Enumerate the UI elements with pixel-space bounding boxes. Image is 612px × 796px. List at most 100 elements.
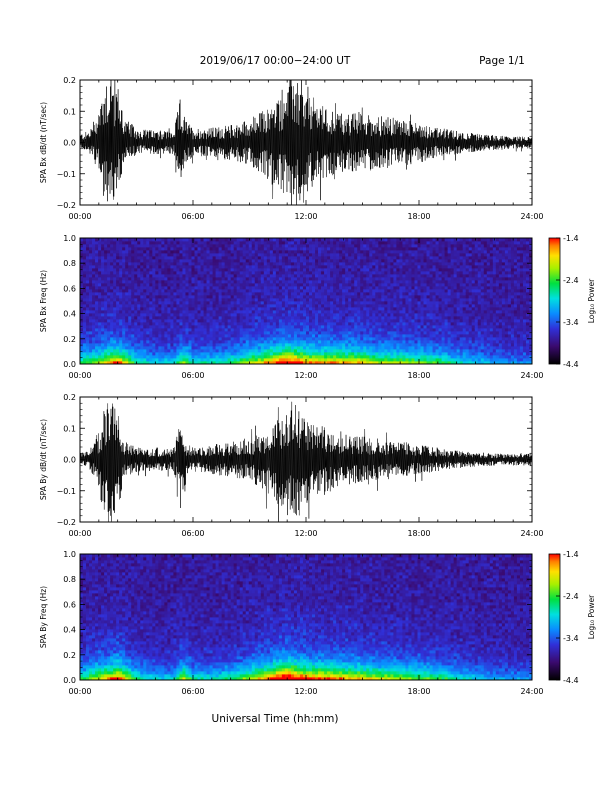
spectrogram-cell xyxy=(378,244,381,247)
spectrogram-cell xyxy=(207,265,210,268)
spectrogram-cell xyxy=(297,271,300,274)
spectrogram-cell xyxy=(228,241,231,244)
spectrogram-cell xyxy=(399,286,402,289)
spectrogram-cell xyxy=(261,256,264,259)
spectrogram-cell xyxy=(351,352,354,355)
spectrogram-cell xyxy=(372,262,375,265)
spectrogram-cell xyxy=(252,310,255,313)
spectrogram-cell xyxy=(137,262,140,265)
spectrogram-cell xyxy=(179,271,182,274)
spectrogram-cell xyxy=(140,289,143,292)
spectrogram-cell xyxy=(252,325,255,328)
spectrogram-cell xyxy=(149,310,152,313)
spectrogram-cell xyxy=(327,286,330,289)
spectrogram-cell xyxy=(210,328,213,331)
spectrogram-cell xyxy=(182,334,185,337)
spectrogram-cell xyxy=(110,337,113,340)
spectrogram-cell xyxy=(300,238,303,241)
spectrogram-cell xyxy=(255,319,258,322)
spectrogram-cell xyxy=(249,262,252,265)
spectrogram-cell xyxy=(378,283,381,286)
spectrogram-cell xyxy=(107,301,110,304)
spectrogram-cell xyxy=(237,268,240,271)
spectrogram-cell xyxy=(252,322,255,325)
spectrogram-cell xyxy=(152,343,155,346)
spectrogram-cell xyxy=(134,274,137,277)
spectrogram-cell xyxy=(80,238,83,241)
spectrogram-cell xyxy=(424,256,427,259)
spectrogram-cell xyxy=(161,253,164,256)
spectrogram-cell xyxy=(424,244,427,247)
spectrogram-cell xyxy=(381,268,384,271)
spectrogram-cell xyxy=(119,289,122,292)
spectrogram-cell xyxy=(119,271,122,274)
spectrogram-cell xyxy=(333,259,336,262)
spectrogram-cell xyxy=(249,244,252,247)
spectrogram-cell xyxy=(204,241,207,244)
spectrogram-cell xyxy=(140,298,143,301)
spectrogram-cell xyxy=(234,358,237,361)
spectrogram-cell xyxy=(427,343,430,346)
spectrogram-cell xyxy=(110,259,113,262)
spectrogram-cell xyxy=(222,346,225,349)
spectrogram-cell xyxy=(210,319,213,322)
spectrogram-cell xyxy=(113,268,116,271)
spectrogram-cell xyxy=(402,328,405,331)
spectrogram-cell xyxy=(348,274,351,277)
spectrogram-cell xyxy=(357,241,360,244)
spectrogram-cell xyxy=(170,253,173,256)
spectrogram-cell xyxy=(101,331,104,334)
spectrogram-cell xyxy=(164,328,167,331)
spectrogram-cell xyxy=(375,355,378,358)
spectrogram-cell xyxy=(357,265,360,268)
spectrogram-cell xyxy=(363,271,366,274)
spectrogram-cell xyxy=(324,262,327,265)
spectrogram-cell xyxy=(222,283,225,286)
spectrogram-cell xyxy=(104,292,107,295)
spectrogram-cell xyxy=(291,265,294,268)
spectrogram-cell xyxy=(113,355,116,358)
spectrogram-cell xyxy=(354,283,357,286)
spectrogram-cell xyxy=(216,253,219,256)
spectrogram-cell xyxy=(408,259,411,262)
spectrogram-cell xyxy=(324,343,327,346)
spectrogram-cell xyxy=(387,250,390,253)
spectrogram-cell xyxy=(372,316,375,319)
spectrogram-cell xyxy=(195,319,198,322)
spectrogram-cell xyxy=(336,325,339,328)
spectrogram-cell xyxy=(185,322,188,325)
spectrogram-cell xyxy=(191,247,194,250)
spectrogram-cell xyxy=(216,274,219,277)
spectrogram-cell xyxy=(92,340,95,343)
spectrogram-cell xyxy=(285,256,288,259)
spectrogram-cell xyxy=(219,328,222,331)
spectrogram-cell xyxy=(125,316,128,319)
spectrogram-cell xyxy=(113,319,116,322)
spectrogram-cell xyxy=(306,250,309,253)
spectrogram-cell xyxy=(125,307,128,310)
spectrogram-cell xyxy=(282,307,285,310)
spectrogram-cell xyxy=(333,322,336,325)
spectrogram-cell xyxy=(405,316,408,319)
spectrogram-cell xyxy=(95,292,98,295)
spectrogram-cell xyxy=(387,262,390,265)
spectrogram-cell xyxy=(354,280,357,283)
spectrogram-cell xyxy=(273,304,276,307)
spectrogram-cell xyxy=(146,343,149,346)
spectrogram-cell xyxy=(146,262,149,265)
spectrogram-cell xyxy=(348,265,351,268)
y-tick-label: 0.2 xyxy=(63,76,76,85)
spectrogram-cell xyxy=(408,334,411,337)
spectrogram-cell xyxy=(164,310,167,313)
spectrogram-cell xyxy=(101,265,104,268)
spectrogram-cell xyxy=(167,322,170,325)
spectrogram-cell xyxy=(360,277,363,280)
spectrogram-cell xyxy=(125,283,128,286)
spectrogram-cell xyxy=(378,253,381,256)
spectrogram-cell xyxy=(237,313,240,316)
spectrogram-cell xyxy=(273,265,276,268)
spectrogram-cell xyxy=(195,277,198,280)
spectrogram-cell xyxy=(234,268,237,271)
spectrogram-cell xyxy=(179,250,182,253)
spectrogram-cell xyxy=(167,292,170,295)
